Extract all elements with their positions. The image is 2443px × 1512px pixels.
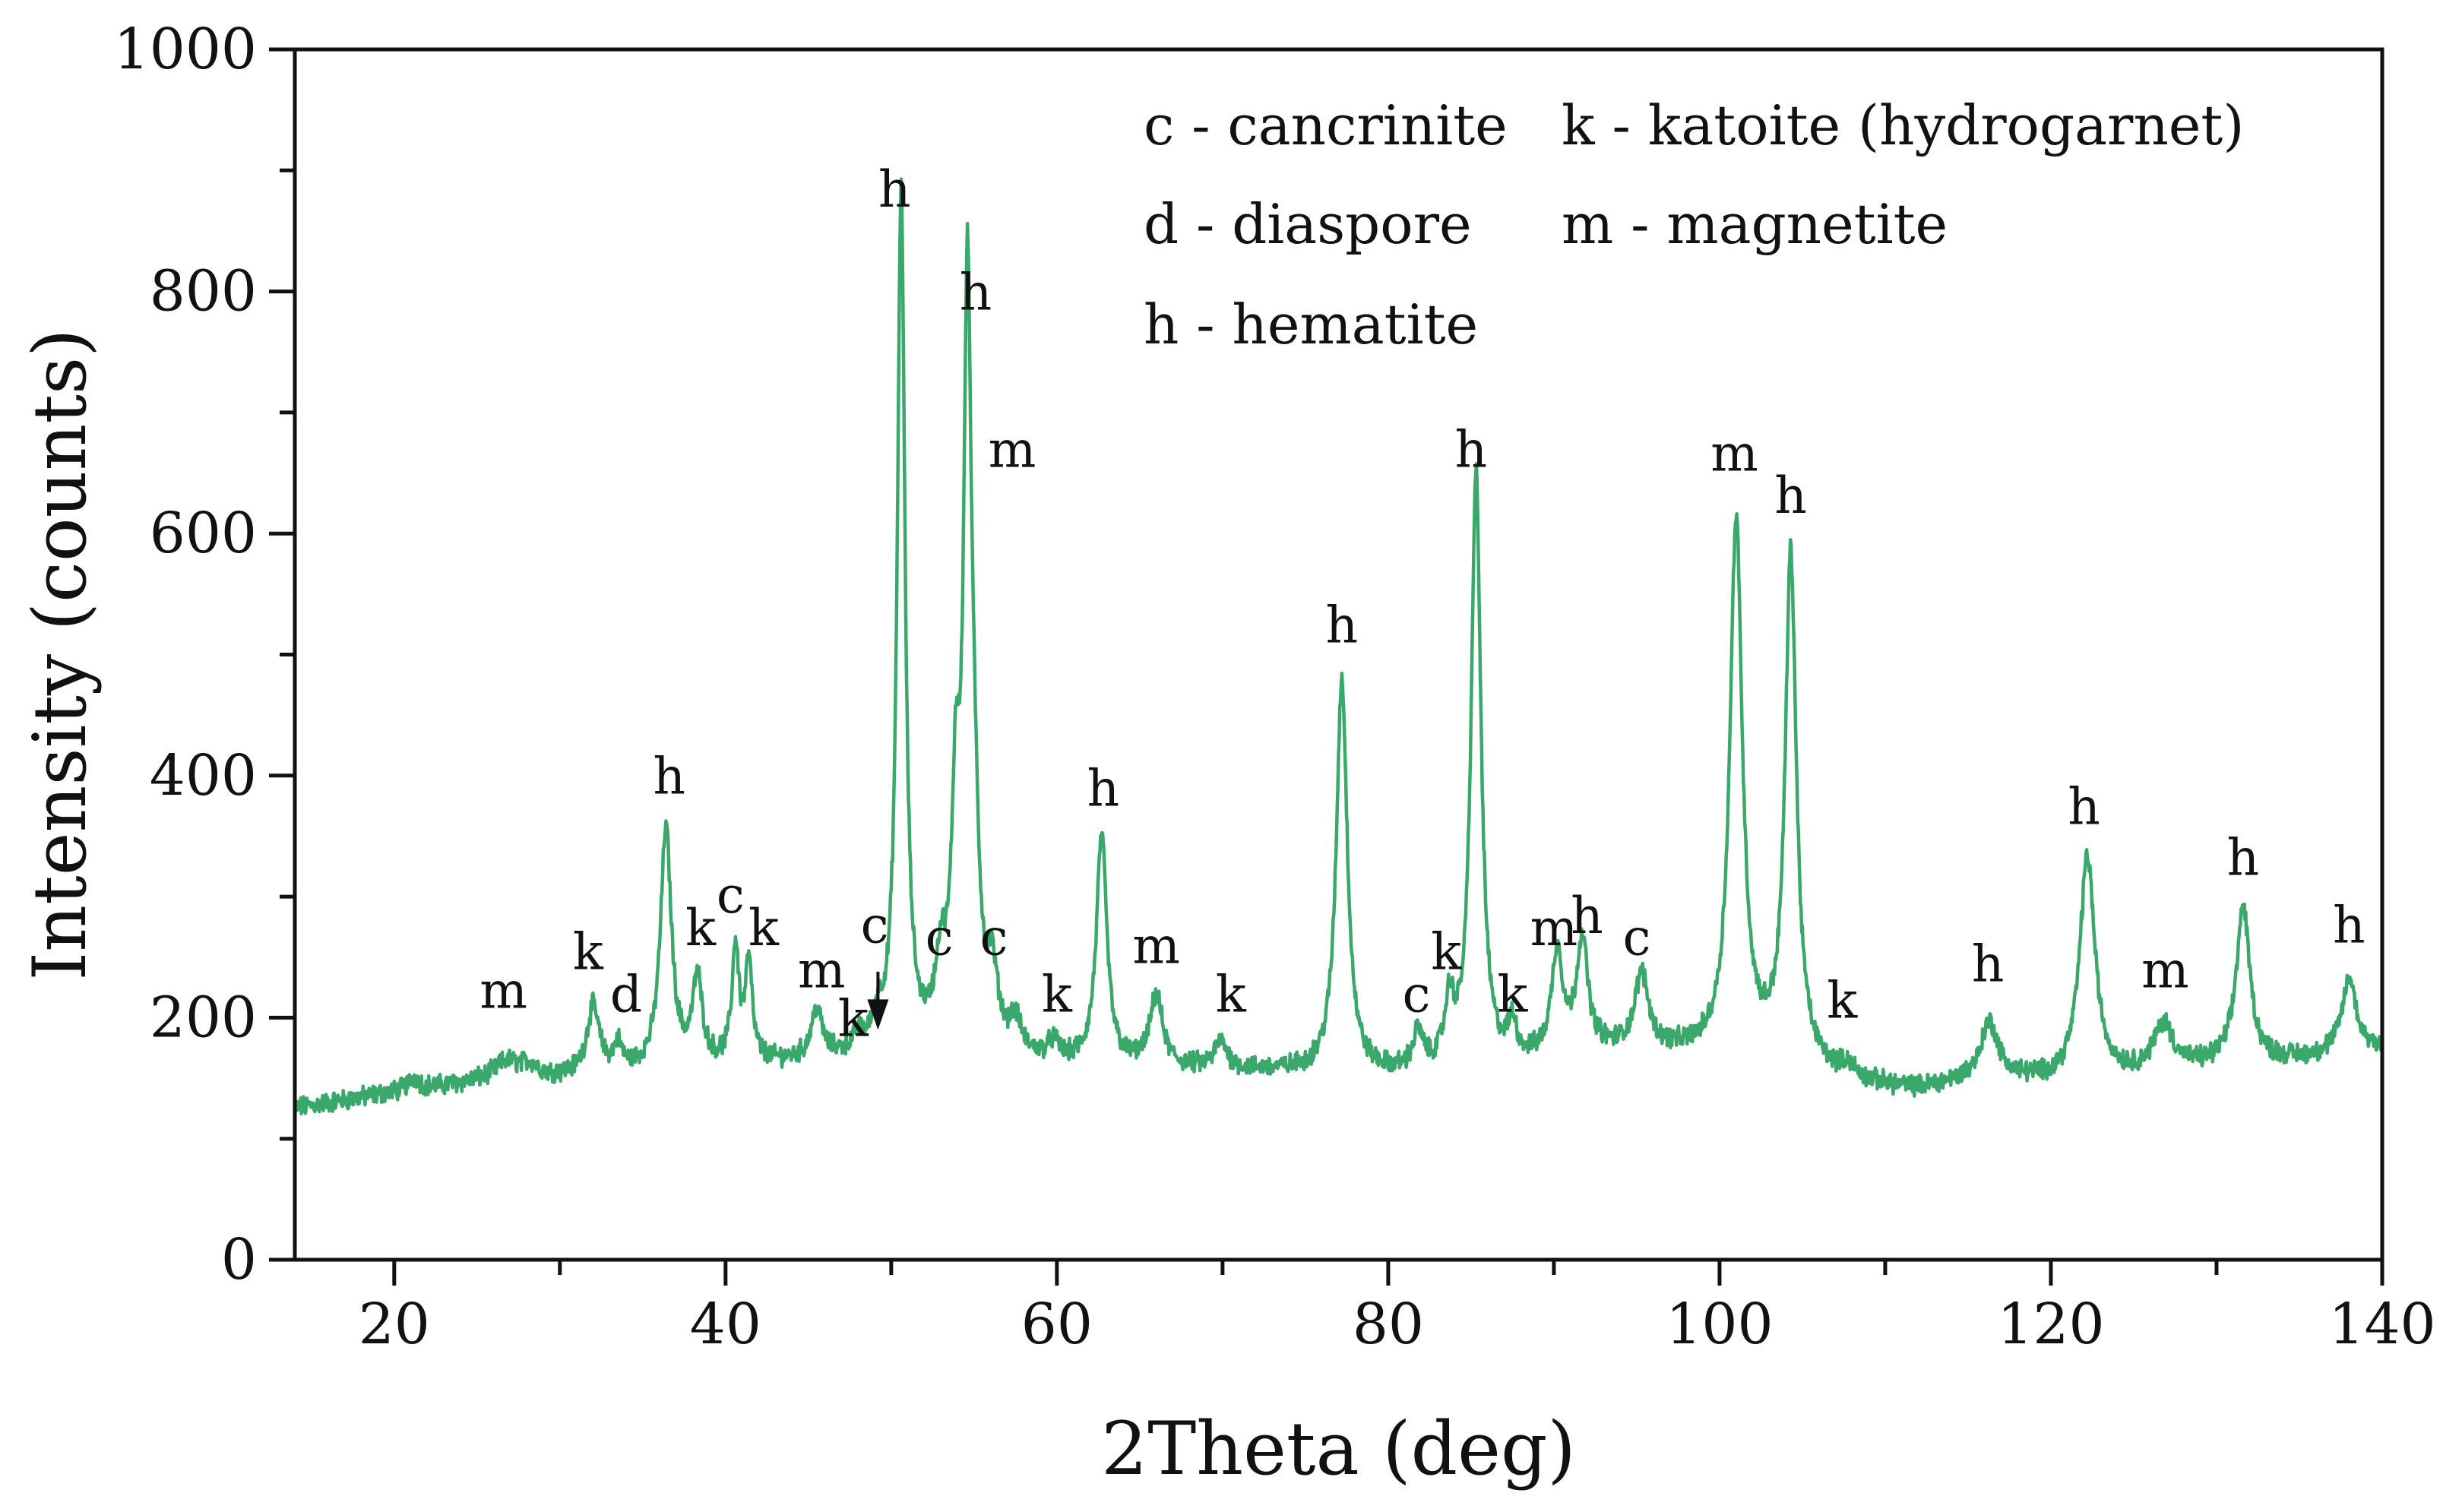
y-tick-label: 400 bbox=[150, 743, 257, 808]
legend-entry: h - hematite bbox=[1144, 293, 1478, 356]
y-tick-label: 800 bbox=[150, 259, 257, 324]
peak-label: k bbox=[748, 899, 780, 957]
peak-label: k bbox=[1042, 965, 1073, 1023]
y-tick-label: 1000 bbox=[114, 17, 257, 82]
peak-label: m bbox=[2141, 941, 2189, 1000]
peak-label: h bbox=[653, 748, 685, 806]
peak-label: h bbox=[1455, 421, 1488, 479]
peak-label: c bbox=[980, 909, 1008, 967]
x-tick-label: 40 bbox=[690, 1292, 761, 1357]
peak-label: c bbox=[926, 909, 954, 967]
y-tick-label: 600 bbox=[150, 501, 257, 566]
peak-label: k bbox=[1497, 965, 1528, 1023]
peak-label: h bbox=[1326, 596, 1359, 655]
arrow-head bbox=[867, 999, 889, 1030]
peak-label: c bbox=[717, 866, 745, 925]
peak-label: c bbox=[861, 897, 889, 955]
y-tick-label: 200 bbox=[150, 985, 257, 1050]
peak-label: k bbox=[1827, 971, 1858, 1030]
x-tick-label: 20 bbox=[359, 1292, 430, 1357]
peak-label: m bbox=[1132, 917, 1180, 976]
x-tick-label: 120 bbox=[1997, 1292, 2104, 1357]
x-tick-label: 80 bbox=[1353, 1292, 1424, 1357]
peak-label: k bbox=[1216, 965, 1247, 1023]
peak-label: h bbox=[2333, 897, 2365, 955]
y-axis-title: Intensity (counts) bbox=[17, 328, 103, 980]
peak-label: k bbox=[838, 989, 869, 1048]
peak-label: k bbox=[573, 923, 604, 982]
x-tick-label: 100 bbox=[1666, 1292, 1773, 1357]
xrd-pattern-line bbox=[293, 177, 2384, 1115]
legend-entry: m - magnetite bbox=[1562, 192, 1948, 256]
legend-entry: d - diaspore bbox=[1144, 192, 1472, 256]
y-tick-label: 0 bbox=[221, 1227, 257, 1292]
peak-label: h bbox=[2068, 778, 2100, 837]
x-tick-label: 60 bbox=[1021, 1292, 1093, 1357]
peak-label: m bbox=[1530, 899, 1578, 957]
peak-label: h bbox=[2227, 828, 2260, 887]
peak-label: h bbox=[1972, 935, 2005, 994]
peak-label: h bbox=[1774, 467, 1807, 525]
plot-area bbox=[293, 177, 2384, 1115]
peak-label: h bbox=[960, 263, 992, 321]
legend-entry: c - cancrinite bbox=[1144, 93, 1508, 157]
peak-label: d bbox=[610, 965, 642, 1023]
peak-label: h bbox=[878, 160, 911, 219]
peak-label: h bbox=[1087, 760, 1120, 818]
legend: c - cancrinite k - katoite (hydrogarnet) d… bbox=[1144, 93, 2244, 356]
peak-label: m bbox=[798, 941, 846, 1000]
peak-label: h bbox=[1571, 887, 1603, 945]
peak-label: m bbox=[479, 962, 527, 1020]
peak-label: k bbox=[685, 899, 717, 957]
peak-label: m bbox=[989, 421, 1036, 479]
peak-label: c bbox=[1622, 909, 1650, 967]
peak-label: k bbox=[1431, 923, 1462, 982]
axes: 0 200 400 600 800 1000 20 40 60 80 100 120 140 bbox=[114, 17, 2436, 1357]
legend-entry: k - katoite (hydrogarnet) bbox=[1562, 93, 2244, 157]
x-axis-title: 2Theta (deg) bbox=[1101, 1406, 1576, 1491]
x-tick-label: 140 bbox=[2328, 1292, 2435, 1357]
peak-label: m bbox=[1710, 424, 1758, 482]
peak-label: c bbox=[1402, 965, 1430, 1023]
